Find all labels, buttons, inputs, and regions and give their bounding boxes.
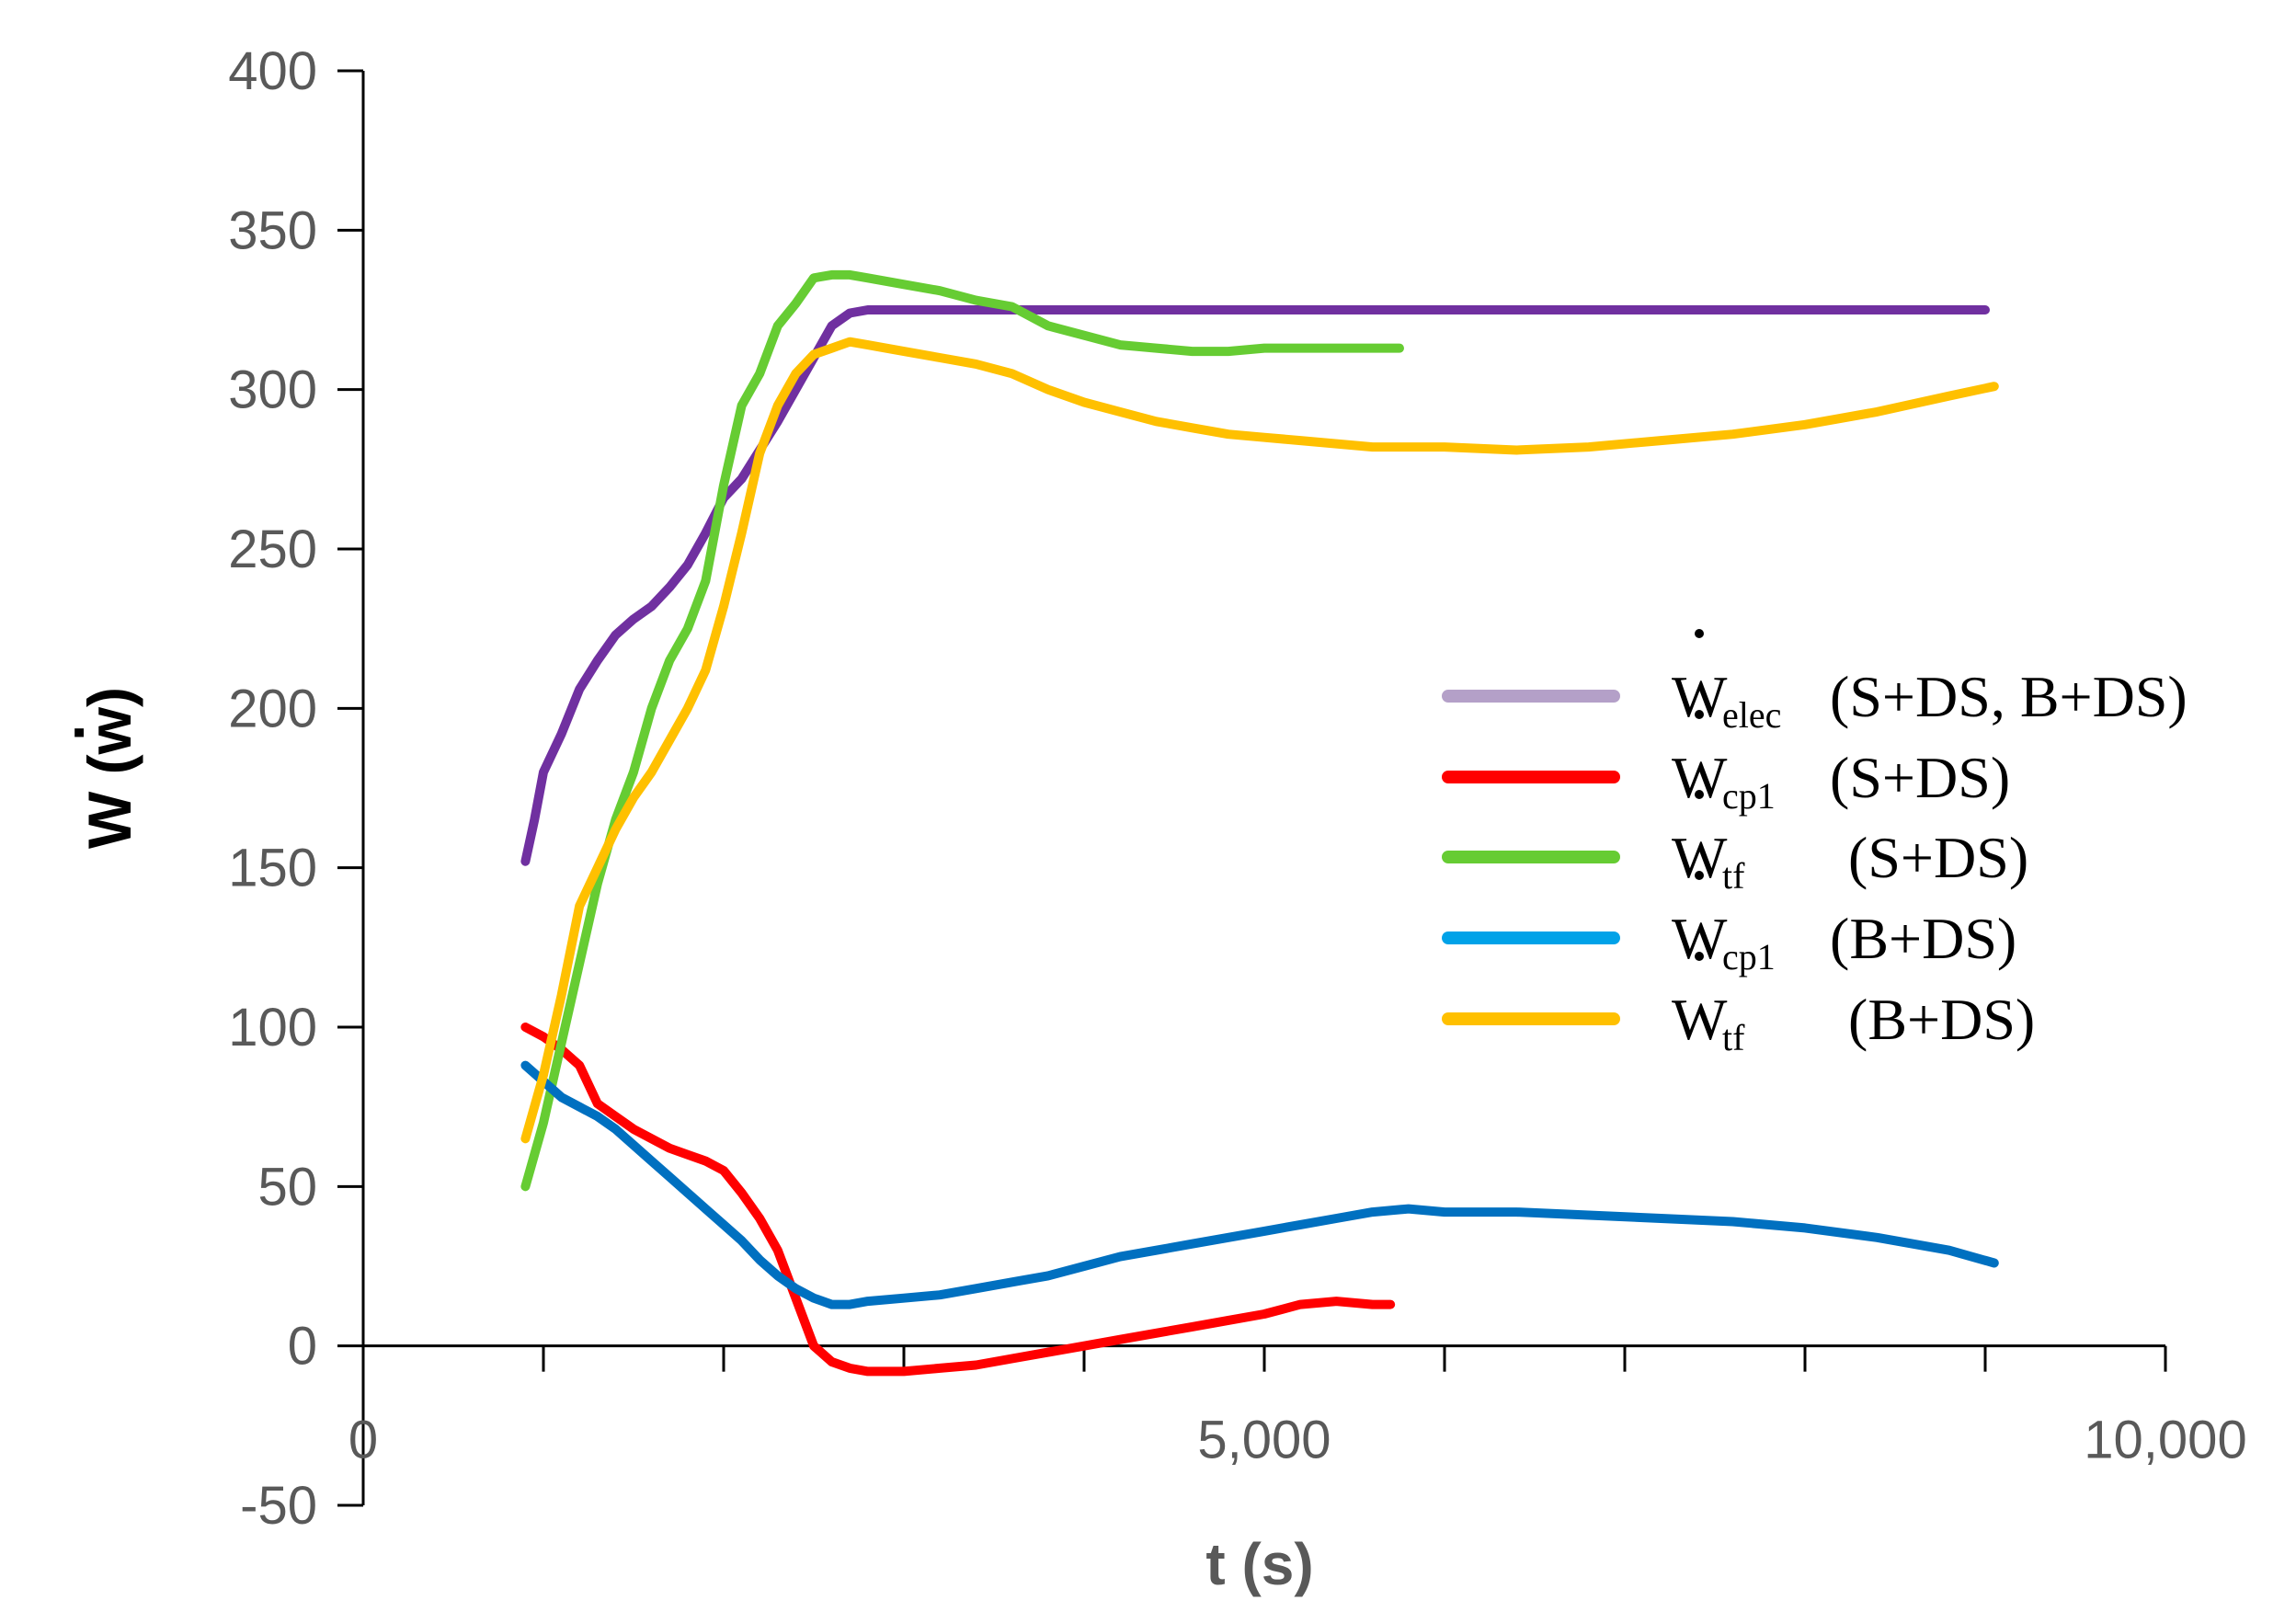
legend-case: (B+DS) [1830, 906, 2016, 971]
y-tick-label: 100 [228, 998, 317, 1057]
legend-case: (S+DS, B+DS) [1830, 664, 2187, 729]
y-tick-label: 50 [257, 1157, 317, 1217]
legend-dot [1695, 629, 1704, 638]
legend-subscript: elec [1722, 694, 1781, 736]
y-tick-label: 350 [228, 200, 317, 260]
y-tick-label: 200 [228, 679, 317, 738]
legend-case: (S+DS) [1830, 745, 2010, 810]
x-axis-title: t (s) [1205, 1531, 1313, 1597]
y-tick-label: 0 [288, 1317, 317, 1377]
legend-symbol: W [1672, 825, 1728, 890]
legend-dot [1695, 952, 1704, 961]
legend-subscript: tf [1722, 855, 1745, 897]
y-tick-label: 400 [228, 41, 317, 101]
y-tick-label: -50 [240, 1476, 317, 1536]
legend-dot [1695, 871, 1704, 880]
legend-subscript: cp1 [1722, 936, 1776, 977]
series-line-3 [520, 269, 1404, 1192]
legend-dot [1695, 790, 1704, 799]
legend-symbol: W [1672, 987, 1728, 1052]
y-axis-title: W (w) [75, 687, 143, 849]
legend-symbol: W [1672, 906, 1728, 971]
x-tick-label: 5,000 [1197, 1411, 1331, 1470]
data-series [520, 269, 1999, 1377]
y-axis-title-dot: · [44, 721, 112, 741]
x-tick-label: 0 [348, 1411, 378, 1470]
series-line-5 [520, 337, 1999, 1144]
legend-symbol: W [1672, 745, 1728, 810]
series-line-1 [520, 305, 1990, 866]
series-line-4 [520, 1060, 1999, 1309]
tick-labels: -50 0 50 100 150 200 250 300 350 400 0 5,000 10,000 [228, 41, 2246, 1536]
y-tick-label: 150 [228, 839, 317, 898]
y-tick-label: 300 [228, 360, 317, 420]
legend-subscript: cp1 [1722, 775, 1776, 817]
legend-symbol: W [1672, 664, 1728, 729]
legend-case: (B+DS) [1848, 987, 2035, 1052]
axes [337, 69, 2167, 1507]
series-line-2 [520, 1023, 1396, 1377]
legend-subscript: tf [1722, 1017, 1745, 1058]
y-tick-label: 250 [228, 520, 317, 579]
legend-case: (S+DS) [1848, 825, 2028, 890]
x-tick-label: 10,000 [2084, 1411, 2246, 1470]
legend-dot [1695, 710, 1704, 719]
